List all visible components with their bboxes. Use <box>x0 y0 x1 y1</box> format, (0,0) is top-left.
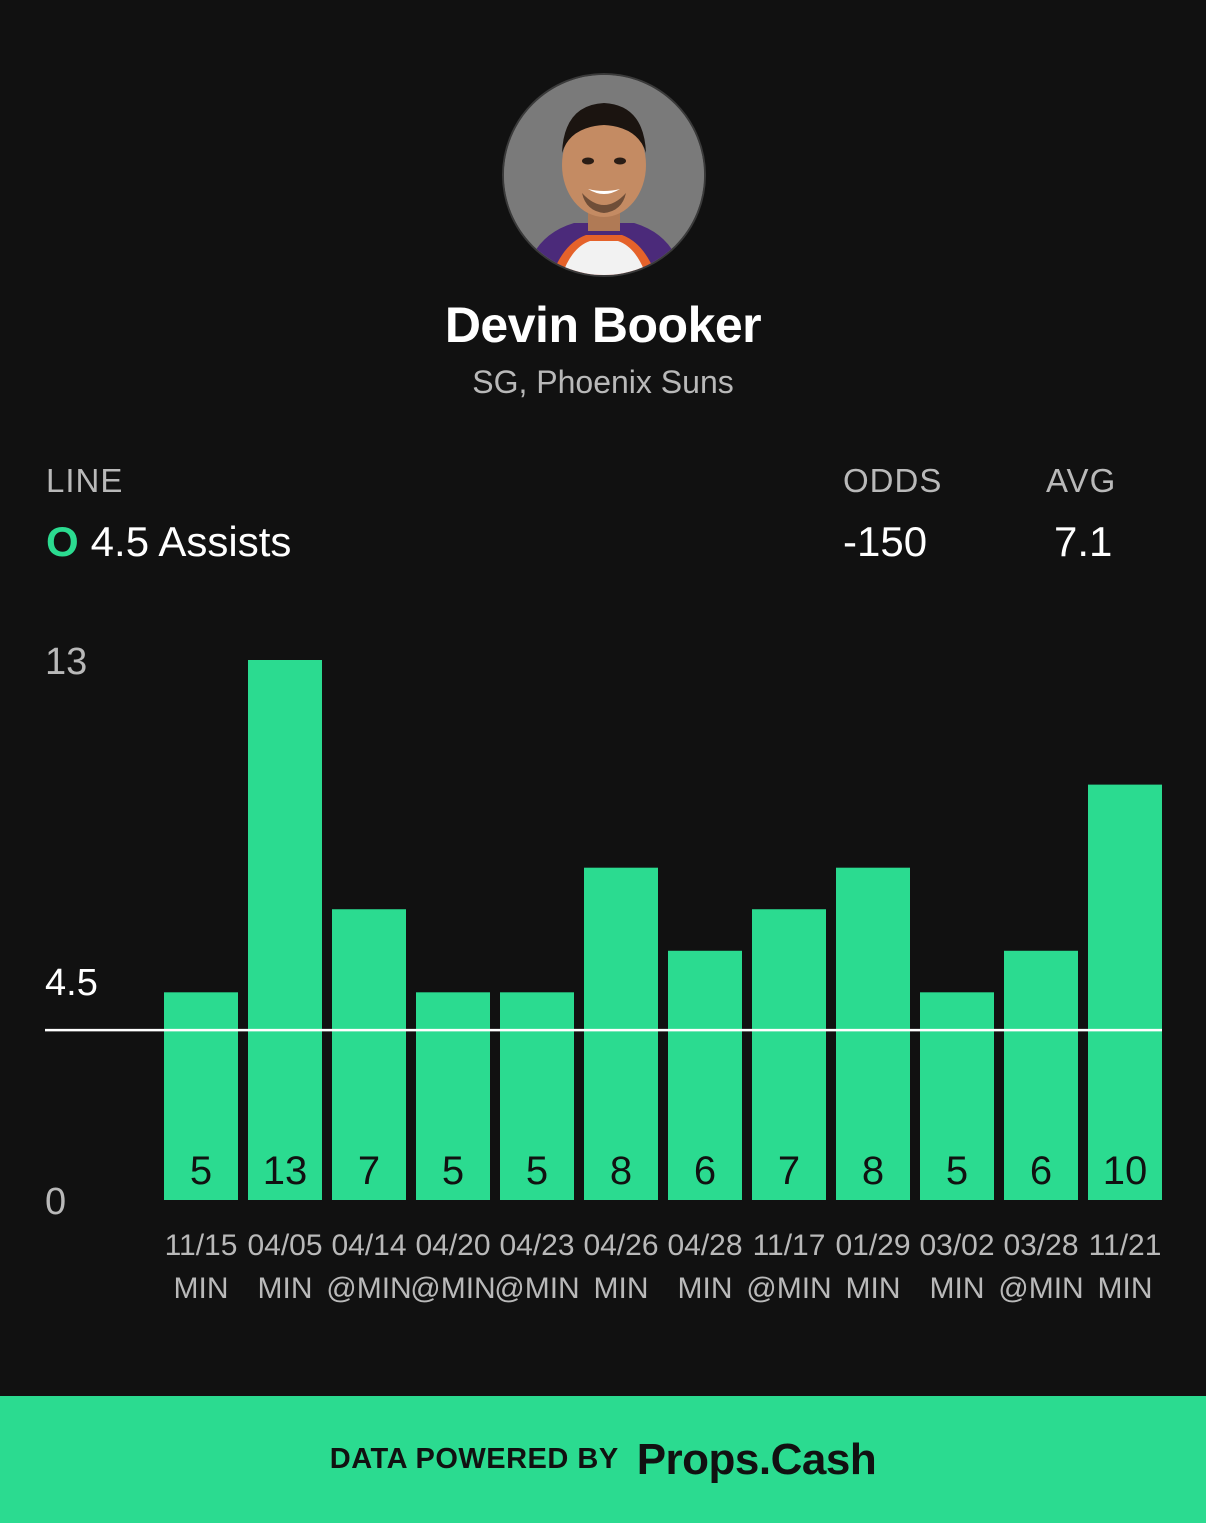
player-avatar <box>502 73 706 277</box>
player-name: Devin Booker <box>444 297 762 353</box>
bar <box>668 950 742 1200</box>
x-date-label: 04/20 <box>415 1229 490 1262</box>
x-date-label: 04/26 <box>583 1229 658 1262</box>
x-opponent-label: MIN <box>174 1272 229 1305</box>
x-opponent-label: MIN <box>1098 1272 1153 1305</box>
bar <box>500 992 574 1200</box>
bar-value-label: 10 <box>1103 1149 1148 1193</box>
bar-value-label: 6 <box>1030 1149 1052 1193</box>
avg-value: 7.1 <box>1054 518 1113 565</box>
line-label: LINE <box>46 462 124 499</box>
y-tick-label: 4.5 <box>45 962 98 1004</box>
bar-value-label: 5 <box>442 1149 464 1193</box>
x-date-label: 04/28 <box>667 1229 742 1262</box>
odds-value: -150 <box>843 518 928 565</box>
x-opponent-label: @MIN <box>410 1272 495 1305</box>
y-tick-label: 0 <box>45 1181 66 1223</box>
x-date-label: 01/29 <box>835 1229 910 1262</box>
assists-bar-chart: 134.50511/15MIN1304/05MIN704/14@MIN504/2… <box>45 641 1162 1305</box>
bar-value-label: 8 <box>610 1149 632 1193</box>
x-opponent-label: @MIN <box>494 1272 579 1305</box>
line-value: 4.5 Assists <box>90 518 292 565</box>
bar <box>584 867 658 1200</box>
bar <box>332 909 406 1200</box>
bar <box>836 867 910 1200</box>
x-date-label: 03/28 <box>1003 1229 1078 1262</box>
x-opponent-label: @MIN <box>998 1272 1083 1305</box>
x-date-label: 03/02 <box>919 1229 994 1262</box>
x-opponent-label: MIN <box>258 1272 313 1305</box>
odds-label: ODDS <box>843 462 943 499</box>
bar <box>164 992 238 1200</box>
bar <box>1088 784 1162 1200</box>
bar-value-label: 5 <box>526 1149 548 1193</box>
footer-brand-logo: Props.Cash <box>636 1434 877 1484</box>
bar-value-label: 7 <box>358 1149 380 1193</box>
footer-banner: DATA POWERED BY Props.Cash <box>0 1396 1206 1523</box>
line-value-group: O 4.5 Assists <box>46 518 291 566</box>
x-opponent-label: @MIN <box>326 1272 411 1305</box>
x-date-label: 04/23 <box>499 1229 574 1262</box>
bar-value-label: 6 <box>694 1149 716 1193</box>
bar <box>1004 950 1078 1200</box>
y-tick-label: 13 <box>45 641 87 683</box>
x-opponent-label: MIN <box>594 1272 649 1305</box>
bar-value-label: 7 <box>778 1149 800 1193</box>
x-date-label: 11/21 <box>1089 1229 1162 1262</box>
x-date-label: 04/05 <box>247 1229 322 1262</box>
x-opponent-label: MIN <box>678 1272 733 1305</box>
bar-value-label: 5 <box>190 1149 212 1193</box>
over-marker: O <box>46 518 79 565</box>
x-date-label: 04/14 <box>331 1229 406 1262</box>
bar <box>248 660 322 1200</box>
bar-value-label: 5 <box>946 1149 968 1193</box>
bar <box>752 909 826 1200</box>
bar-value-label: 8 <box>862 1149 884 1193</box>
x-opponent-label: MIN <box>846 1272 901 1305</box>
bar <box>920 992 994 1200</box>
footer-lead: DATA POWERED BY <box>329 1443 619 1475</box>
x-date-label: 11/17 <box>753 1229 826 1262</box>
player-position-team: SG, Phoenix Suns <box>472 364 734 400</box>
avg-label: AVG <box>1046 462 1117 499</box>
x-opponent-label: MIN <box>930 1272 985 1305</box>
bar <box>416 992 490 1200</box>
x-date-label: 11/15 <box>165 1229 238 1262</box>
bar-value-label: 13 <box>263 1149 308 1193</box>
x-opponent-label: @MIN <box>746 1272 831 1305</box>
